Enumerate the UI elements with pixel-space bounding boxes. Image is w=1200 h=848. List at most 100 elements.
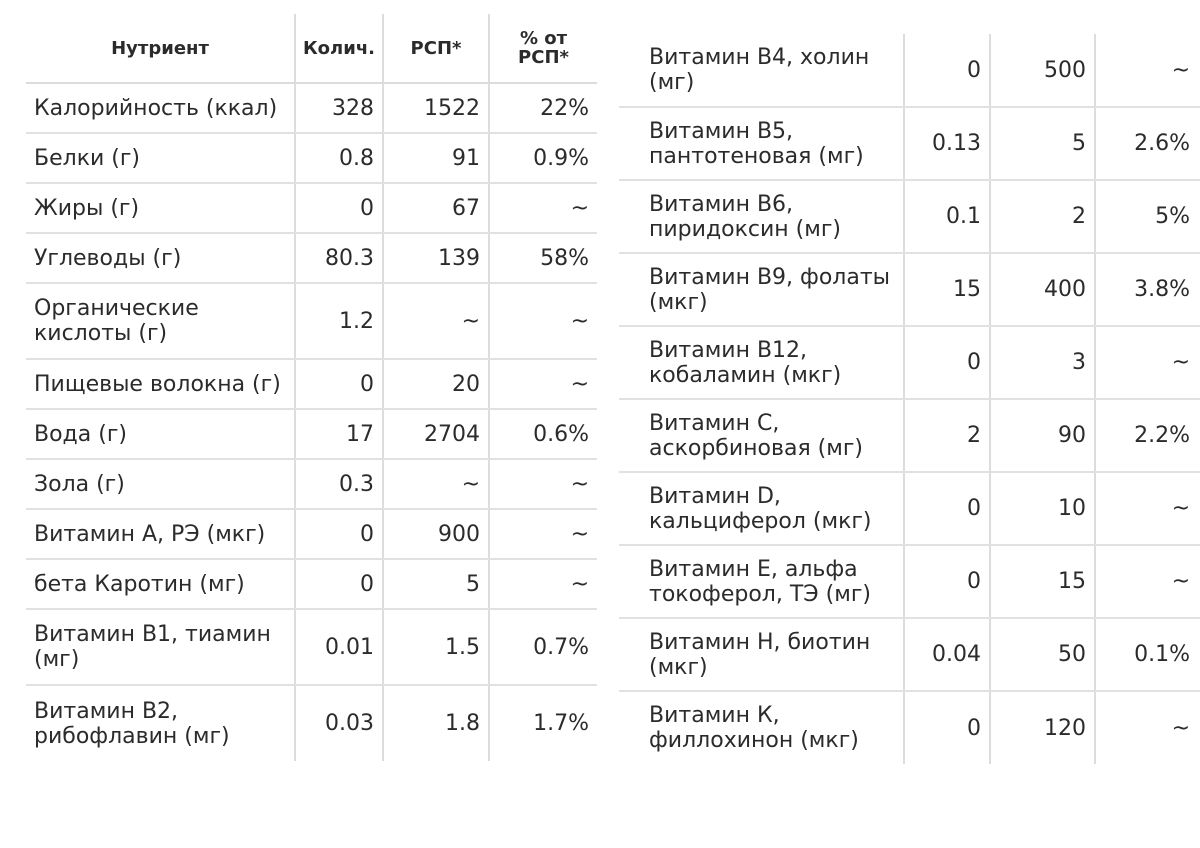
nutrient-quantity: 0 [294,183,383,234]
table-row: Вода (г) 17 2704 0.6% [26,409,597,460]
table-row: Зола (г) 0.3 ~ ~ [26,459,597,510]
nutrient-rsp: 20 [382,359,489,410]
nutrient-quantity: 1.2 [294,283,383,360]
header-rsp: РСП* [382,14,489,84]
nutrient-percent: 0.6% [488,409,597,460]
nutrient-quantity: 0 [294,559,383,610]
nutrient-percent: ~ [1094,691,1200,764]
table-row: Витамин C, аскорбиновая (мг) 2 90 2.2% [619,399,1200,473]
nutrient-quantity: 15 [903,253,990,327]
nutrient-name: Витамин В1, тиамин (мг) [26,609,295,686]
nutrient-rsp: 67 [382,183,489,234]
nutrient-percent: ~ [488,559,597,610]
table-row: Витамин Е, альфа токоферол, ТЭ (мг) 0 15 ~ [619,545,1200,619]
nutrient-quantity: 0 [903,326,990,400]
nutrient-percent: 5% [1094,180,1200,254]
nutrient-percent: 2.2% [1094,399,1200,473]
nutrient-name: Калорийность (ккал) [26,83,295,134]
nutrient-name: Витамин C, аскорбиновая (мг) [619,399,904,473]
table-row: Витамин В12, кобаламин (мкг) 0 3 ~ [619,326,1200,400]
nutrient-name: Витамин В2, рибофлавин (мг) [34,698,230,749]
nutrient-rsp: 5 [989,107,1095,181]
nutrient-percent: 2.6% [1094,107,1200,181]
nutrient-percent: ~ [1094,34,1200,108]
nutrient-quantity: 0 [903,545,990,619]
nutrient-quantity: 0 [903,691,990,764]
nutrient-rsp: 120 [989,691,1095,764]
nutrient-percent: ~ [488,359,597,410]
nutrient-table-right: Витамин В4, холин (мг) 0 500 ~ Витамин В5, … [619,34,1200,764]
table-row: Витамин К, филлохинон (мкг) 0 120 ~ [619,691,1200,764]
table-row: Пищевые волокна (г) 0 20 ~ [26,359,597,410]
nutrient-quantity: 0 [903,34,990,108]
nutrient-percent: 1.7% [488,685,597,761]
header-percent-rsp: % от РСП* [488,14,597,84]
nutrient-name: Витамин Е, альфа токоферол, ТЭ (мг) [619,545,904,619]
nutrient-quantity: 0.3 [294,459,383,510]
nutrient-percent: 0.1% [1094,618,1200,692]
header-row: Нутриент Колич. РСП* % от РСП* [26,14,597,84]
nutrient-quantity: 0.03 [294,685,383,761]
nutrient-name: Витамин В9, фолаты (мкг) [619,253,904,327]
nutrient-rsp: 50 [989,618,1095,692]
nutrient-rsp: ~ [382,283,489,360]
nutrient-rsp: 3 [989,326,1095,400]
nutrient-name: Витамин В12, кобаламин (мкг) [619,326,904,400]
nutrient-rsp: 15 [989,545,1095,619]
nutrient-percent: ~ [488,183,597,234]
nutrient-name: Органические кислоты (г) [26,283,295,360]
table-row: бета Каротин (мг) 0 5 ~ [26,559,597,610]
nutrient-percent: 58% [488,233,597,284]
nutrient-percent: ~ [1094,545,1200,619]
nutrient-rsp: 1.8 [382,685,489,761]
nutrient-name: Витамин А, РЭ (мкг) [26,509,295,560]
table-row: Витамин Н, биотин (мкг) 0.04 50 0.1% [619,618,1200,692]
nutrient-quantity: 0 [294,359,383,410]
nutrient-quantity: 0.13 [903,107,990,181]
nutrient-percent: ~ [1094,472,1200,546]
table-row: Органические кислоты (г) 1.2 ~ ~ [26,283,597,360]
nutrient-name: Зола (г) [26,459,295,510]
nutrient-rsp: 900 [382,509,489,560]
table-row: Витамин D, кальциферол (мкг) 0 10 ~ [619,472,1200,546]
nutrient-rsp: 10 [989,472,1095,546]
nutrient-quantity: 0 [294,509,383,560]
nutrient-quantity: 0.8 [294,133,383,184]
nutrient-table-left: Нутриент Колич. РСП* % от РСП* Калорийно… [26,14,597,761]
nutrient-rsp: 400 [989,253,1095,327]
table-row: Витамин А, РЭ (мкг) 0 900 ~ [26,509,597,560]
nutrient-name: Вода (г) [26,409,295,460]
table-row: Углеводы (г) 80.3 139 58% [26,233,597,284]
nutrient-name: Витамин В4, холин (мг) [619,34,904,108]
table-row: Белки (г) 0.8 91 0.9% [26,133,597,184]
nutrient-name: Пищевые волокна (г) [26,359,295,410]
nutrient-rsp: 1522 [382,83,489,134]
nutrient-percent: 0.7% [488,609,597,686]
header-quantity: Колич. [294,14,383,84]
nutrient-rsp: 139 [382,233,489,284]
table-row: Витамин В1, тиамин (мг) 0.01 1.5 0.7% [26,609,597,686]
nutrient-quantity: 0.01 [294,609,383,686]
nutrient-rsp: 2 [989,180,1095,254]
nutrient-rsp: 5 [382,559,489,610]
nutrient-name: бета Каротин (мг) [26,559,295,610]
nutrient-quantity: 0.1 [903,180,990,254]
table-row: Калорийность (ккал) 328 1522 22% [26,83,597,134]
nutrient-name: Витамин В6, пиридоксин (мг) [619,180,904,254]
nutrient-quantity: 17 [294,409,383,460]
nutrient-name: Витамин Н, биотин (мкг) [619,618,904,692]
nutrient-quantity: 328 [294,83,383,134]
nutrient-rsp: 1.5 [382,609,489,686]
nutrient-quantity: 2 [903,399,990,473]
table-row: Витамин В5, пантотеновая (мг) 0.13 5 2.6% [619,107,1200,181]
nutrient-rsp: 2704 [382,409,489,460]
table-row: Жиры (г) 0 67 ~ [26,183,597,234]
nutrient-percent: ~ [488,459,597,510]
nutrient-name: Белки (г) [26,133,295,184]
nutrient-rsp: ~ [382,459,489,510]
nutrient-quantity: 0.04 [903,618,990,692]
nutrient-percent: 3.8% [1094,253,1200,327]
nutrient-percent: 22% [488,83,597,134]
nutrient-percent: ~ [488,509,597,560]
nutrient-name: Углеводы (г) [26,233,295,284]
